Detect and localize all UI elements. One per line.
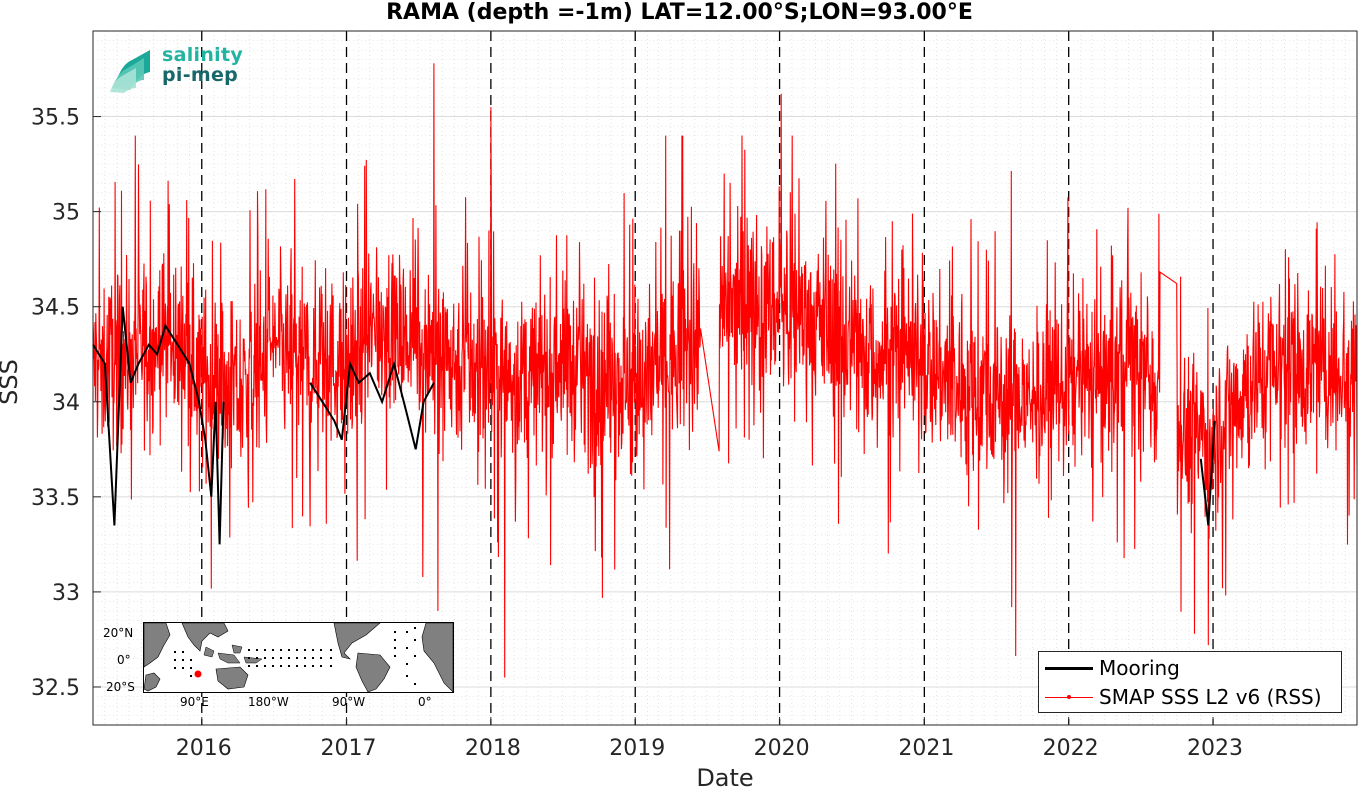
legend-entry-smap: SMAP SSS L2 v6 (RSS): [1045, 683, 1322, 711]
inset-lon-label-90e: 90°E: [180, 695, 209, 709]
y-tick-label: 33.5: [31, 486, 80, 511]
x-tick-label: 2023: [1187, 736, 1243, 761]
inset-lon-label-0: 0°: [418, 695, 432, 709]
mooring-location-marker: [194, 670, 202, 678]
x-tick-label: 2016: [176, 736, 232, 761]
x-tick-label: 2017: [321, 736, 377, 761]
axes-box: [92, 30, 1358, 726]
logo-waves-icon: [110, 50, 150, 93]
y-tick-label: 35: [52, 201, 80, 226]
y-tick-label: 32.5: [31, 676, 80, 701]
y-axis-label: SSS: [0, 359, 23, 405]
y-tick-label: 33: [52, 581, 80, 606]
y-tick-label: 34.5: [31, 296, 80, 321]
x-tick-label: 2019: [609, 736, 665, 761]
x-tick-label: 2018: [465, 736, 521, 761]
inset-lat-label-equator: 0°: [117, 653, 131, 667]
legend-label-mooring: Mooring: [1099, 656, 1180, 680]
x-tick-label: 2021: [898, 736, 954, 761]
series-line-mooring: [1199, 420, 1216, 526]
inset-lon-label-180w: 180°W: [248, 695, 289, 709]
inset-location-map: [143, 622, 454, 693]
logo-line-1: salinity: [162, 44, 244, 66]
inset-lat-label-north: 20°N: [103, 626, 134, 640]
series-line-mooring: [92, 306, 225, 545]
inset-map-drawing: [144, 623, 453, 692]
legend-label-smap: SMAP SSS L2 v6 (RSS): [1099, 685, 1322, 709]
x-axis-label: Date: [696, 764, 754, 792]
chart-title: RAMA (depth =-1m) LAT=12.00°S;LON=93.00°…: [386, 0, 973, 25]
x-tick-label: 2022: [1043, 736, 1099, 761]
inset-lat-label-south: 20°S: [106, 680, 135, 694]
series-layer: [92, 63, 1358, 678]
series-line-mooring: [309, 359, 435, 450]
legend-swatch-smap: [1045, 694, 1093, 699]
axes: [92, 30, 1358, 726]
legend-swatch-mooring: [1045, 666, 1093, 670]
y-tick-label: 35.5: [31, 106, 80, 131]
y-tick-label: 34: [52, 391, 80, 416]
logo-line-2: pi-mep: [162, 64, 239, 86]
inset-lon-label-90w: 90°W: [332, 695, 366, 709]
legend: Mooring SMAP SSS L2 v6 (RSS): [1038, 651, 1342, 713]
legend-entry-mooring: Mooring: [1045, 654, 1180, 682]
salinity-pimep-logo: salinity pi-mep: [110, 44, 245, 94]
series-line-smap: [92, 63, 1358, 678]
x-tick-label: 2020: [754, 736, 810, 761]
y-tick-labels: 32.5 33 33.5 34 34.5 35 35.5: [31, 106, 80, 701]
x-tick-labels: 2016 2017 2018 2019 2020 2021 2022 2023: [176, 736, 1243, 761]
